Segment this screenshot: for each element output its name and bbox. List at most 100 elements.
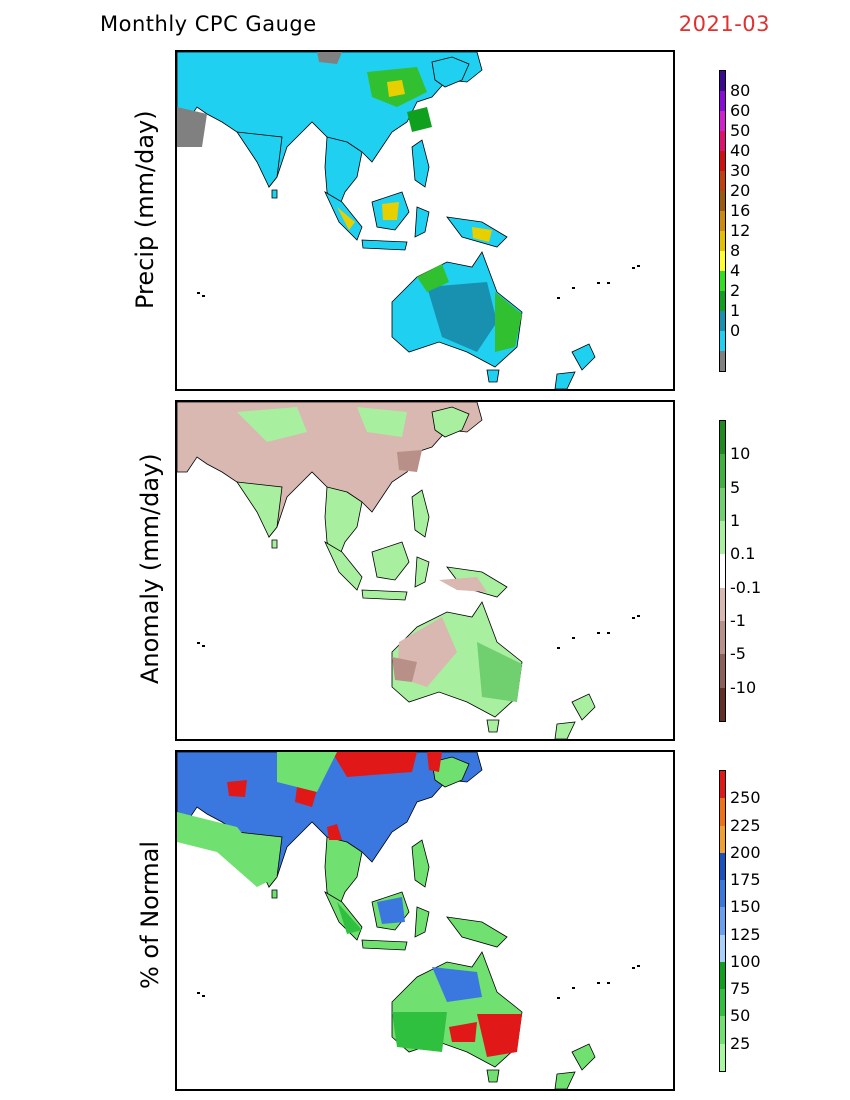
colorbar-tick-label: 250 xyxy=(730,788,761,808)
indochina-landmass xyxy=(324,136,363,213)
island-marker xyxy=(607,632,610,634)
colorbar-segment xyxy=(720,191,725,211)
colorbar-segment xyxy=(720,1016,725,1044)
island-marker xyxy=(607,282,610,284)
india-landmass xyxy=(236,131,283,188)
island-marker xyxy=(202,295,205,297)
precip-region xyxy=(337,207,355,230)
island-marker xyxy=(637,615,640,617)
island-marker xyxy=(557,997,560,999)
island-marker xyxy=(632,617,635,619)
precip-colorbar xyxy=(719,70,726,372)
precip-region xyxy=(449,1022,477,1042)
colorbar-segment xyxy=(720,554,725,588)
colorbar-segment xyxy=(720,171,725,191)
island-marker xyxy=(572,637,575,639)
precip-region xyxy=(427,752,442,772)
colorbar-segment xyxy=(720,351,725,371)
anomaly-map-panel xyxy=(175,400,675,741)
precip-region xyxy=(177,107,207,147)
precip-region xyxy=(295,787,317,807)
colorbar-tick-label: 75 xyxy=(730,979,751,999)
precip-region xyxy=(327,824,342,840)
island-marker xyxy=(597,632,600,634)
colorbar-segment xyxy=(720,111,725,131)
precip-region xyxy=(227,780,247,797)
precip-map xyxy=(177,52,640,389)
nz-landmass xyxy=(554,693,596,739)
colorbar-tick-label: -1 xyxy=(730,611,746,630)
colorbar-segment xyxy=(720,880,725,908)
colorbar-segment xyxy=(720,934,725,962)
java-landmass xyxy=(361,589,408,601)
colorbar-segment xyxy=(720,331,725,351)
srilanka-landmass xyxy=(271,889,278,899)
precip-region xyxy=(427,282,497,352)
colorbar-segment xyxy=(720,454,725,488)
colorbar-segment xyxy=(720,291,725,311)
island-marker xyxy=(557,647,560,649)
colorbar-tick-label: 200 xyxy=(730,842,761,862)
tasmania-landmass xyxy=(486,719,500,733)
colorbar-tick-label: 80 xyxy=(730,81,751,100)
srilanka-landmass xyxy=(271,539,278,549)
tasmania-landmass xyxy=(486,369,500,383)
colorbar-segment xyxy=(720,311,725,331)
colorbar-segment xyxy=(720,620,725,655)
island-marker xyxy=(637,265,640,267)
colorbar-segment xyxy=(720,91,725,111)
island-marker xyxy=(632,267,635,269)
precip-region xyxy=(397,450,422,472)
sulawesi-landmass xyxy=(414,556,430,588)
colorbar-tick-label: 175 xyxy=(730,870,761,890)
java-landmass xyxy=(361,939,408,951)
colorbar-segment xyxy=(720,825,725,853)
colorbar-segment xyxy=(720,71,725,91)
percent-normal-map-panel xyxy=(175,750,675,1091)
java-landmass xyxy=(361,239,408,251)
philippines-landmass xyxy=(411,139,430,188)
colorbar-tick-label: 10 xyxy=(730,444,751,464)
philippines-landmass xyxy=(411,839,430,888)
precip-region xyxy=(237,407,307,442)
colorbar-tick-label: 1 xyxy=(730,301,741,320)
sulawesi-landmass xyxy=(414,206,430,238)
anomaly-map xyxy=(177,402,640,739)
island-marker xyxy=(607,982,610,984)
colorbar-segment xyxy=(720,211,725,231)
colorbar-tick-label: 16 xyxy=(730,201,751,220)
indochina-landmass xyxy=(324,836,363,913)
island-marker xyxy=(557,297,560,299)
map-title: Monthly CPC Gauge xyxy=(100,12,317,36)
colorbar-segment xyxy=(720,907,725,935)
colorbar-segment xyxy=(720,687,725,721)
colorbar-segment xyxy=(720,771,725,799)
colorbar-segment xyxy=(720,271,725,291)
sulawesi-landmass xyxy=(414,906,430,938)
precip-region xyxy=(382,202,399,220)
precip-region xyxy=(387,80,405,97)
precip-region xyxy=(472,227,492,242)
colorbar-segment xyxy=(720,487,725,521)
percent-normal-colorbar xyxy=(719,770,726,1072)
japan-landmass xyxy=(431,406,470,438)
precip-region xyxy=(317,52,342,64)
colorbar-tick-label: -10 xyxy=(730,677,757,697)
island-marker xyxy=(572,987,575,989)
colorbar-tick-label: 5 xyxy=(730,477,741,497)
colorbar-segment xyxy=(720,231,725,251)
colorbar-tick-label: 100 xyxy=(730,951,761,971)
colorbar-segment xyxy=(720,131,725,151)
island-marker xyxy=(197,642,200,644)
island-marker xyxy=(197,992,200,994)
colorbar-tick-label: 125 xyxy=(730,924,761,944)
colorbar-tick-label: 50 xyxy=(730,121,751,140)
japan-landmass xyxy=(431,56,470,88)
colorbar-tick-label: 8 xyxy=(730,241,741,260)
colorbar-segment xyxy=(720,798,725,826)
anomaly-colorbar xyxy=(719,420,726,722)
colorbar-tick-label: 20 xyxy=(730,181,751,200)
indochina-landmass xyxy=(324,486,363,563)
island-marker xyxy=(197,292,200,294)
colorbar-segment xyxy=(720,587,725,621)
